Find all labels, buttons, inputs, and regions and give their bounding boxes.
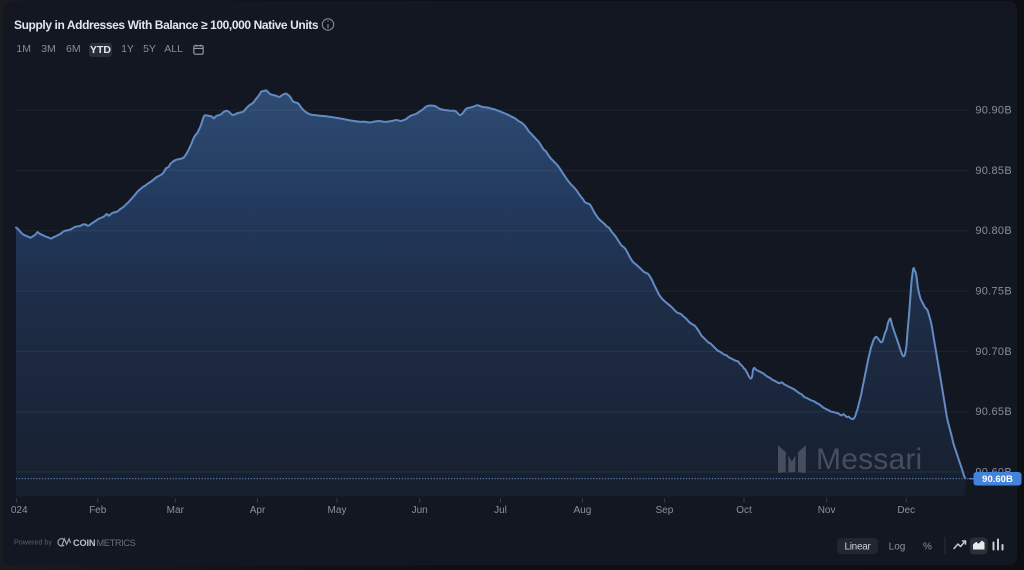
svg-text:Aug: Aug [574,505,592,516]
svg-text:Nov: Nov [818,505,836,516]
svg-text:Sep: Sep [656,505,674,516]
svg-text:Oct: Oct [736,505,752,516]
svg-text:Feb: Feb [89,505,107,516]
svg-text:2024: 2024 [5,505,28,516]
svg-text:Dec: Dec [897,505,915,516]
svg-text:90.65B: 90.65B [975,406,1012,418]
svg-text:90.85B: 90.85B [975,165,1012,177]
svg-text:90.80B: 90.80B [975,225,1012,237]
svg-text:METRICS: METRICS [97,538,136,548]
svg-text:May: May [328,505,347,516]
svg-text:Log: Log [889,541,906,552]
svg-text:90.75B: 90.75B [975,286,1012,298]
svg-text:90.70B: 90.70B [975,346,1012,358]
svg-text:COIN: COIN [73,538,96,548]
svg-text:Linear: Linear [845,541,872,552]
svg-text:Apr: Apr [250,505,266,516]
svg-text:90.60B: 90.60B [982,474,1013,485]
svg-text:Mar: Mar [167,505,185,516]
svg-text:Messari: Messari [816,443,922,476]
svg-text:90.90B: 90.90B [975,105,1012,117]
svg-text:%: % [923,541,932,552]
svg-text:Powered by: Powered by [14,537,52,546]
svg-text:Jul: Jul [494,505,507,516]
svg-text:Jun: Jun [412,505,428,516]
